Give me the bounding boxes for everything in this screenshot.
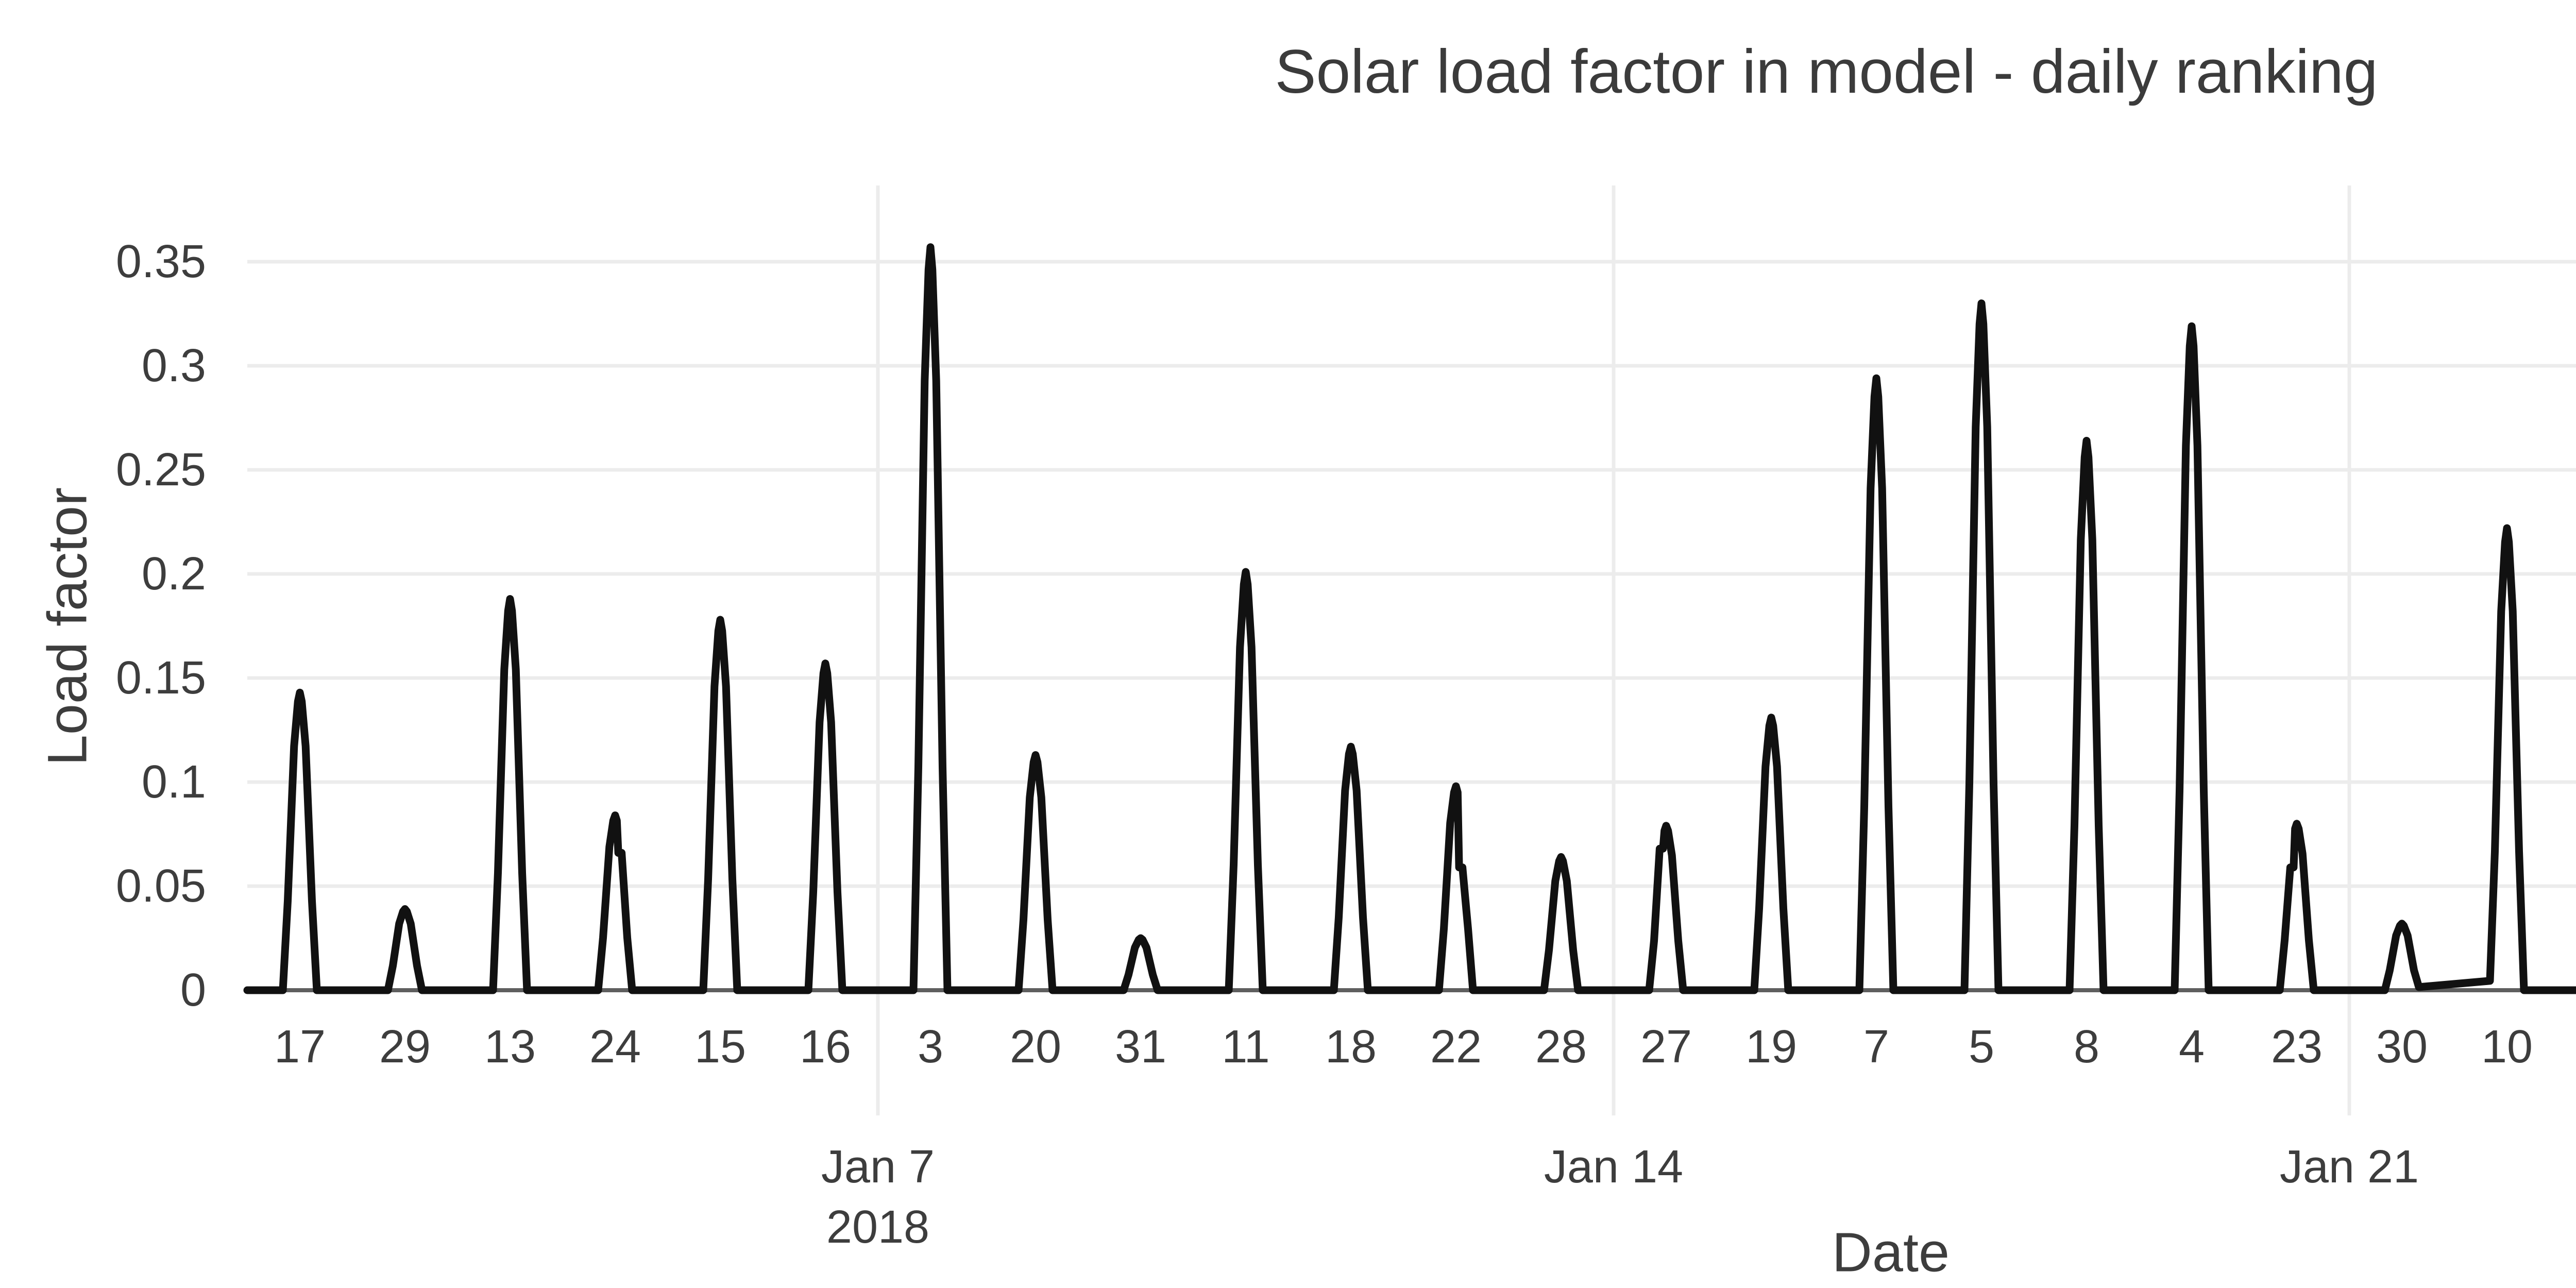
month-tick-label: Jan 7: [821, 1141, 935, 1193]
x-tick-label: 5: [1968, 1021, 1995, 1073]
x-tick-label: 13: [484, 1021, 536, 1073]
x-tick-label: 16: [799, 1021, 852, 1073]
month-tick-label: Jan 14: [1544, 1141, 1684, 1193]
x-tick-label: 22: [1430, 1021, 1482, 1073]
x-tick-label: 31: [1114, 1021, 1167, 1073]
x-tick-label: 20: [1009, 1021, 1062, 1073]
x-tick-label: 15: [694, 1021, 747, 1073]
x-tick-label: 28: [1535, 1021, 1587, 1073]
y-tick-label: 0.25: [115, 444, 206, 496]
x-tick-label: 23: [2270, 1021, 2323, 1073]
x-tick-label: 10: [2481, 1021, 2533, 1073]
x-tick-label: 30: [2376, 1021, 2428, 1073]
x-axis-title: Date: [1832, 1221, 1950, 1283]
x-tick-label: 19: [1745, 1021, 1798, 1073]
y-tick-label: 0.15: [115, 652, 206, 704]
year-tick-label: 2018: [826, 1201, 930, 1253]
y-tick-label: 0.2: [141, 548, 206, 600]
x-tick-label: 11: [1222, 1021, 1270, 1073]
x-tick-label: 18: [1325, 1021, 1377, 1073]
x-tick-label: 27: [1640, 1021, 1692, 1073]
y-axis-title: Load factor: [36, 487, 98, 766]
x-tick-label: 8: [2073, 1021, 2100, 1073]
load-factor-line: [243, 243, 2576, 994]
x-tick-label: 3: [917, 1021, 944, 1073]
y-tick-label: 0.1: [141, 756, 206, 808]
month-tick-label: Jan 21: [2279, 1141, 2419, 1193]
y-tick-label: 0.3: [141, 340, 206, 392]
x-tick-label: 24: [589, 1021, 641, 1073]
y-tick-label: 0.35: [115, 236, 206, 287]
x-tick-label: 7: [1863, 1021, 1890, 1073]
x-tick-label: 4: [2178, 1021, 2205, 1073]
y-tick-label: 0: [180, 964, 206, 1016]
x-tick-label: 29: [379, 1021, 431, 1073]
x-tick-label: 17: [274, 1021, 326, 1073]
chart-title: Solar load factor in model - daily ranki…: [1275, 37, 2378, 106]
y-tick-label: 0.05: [115, 860, 206, 912]
